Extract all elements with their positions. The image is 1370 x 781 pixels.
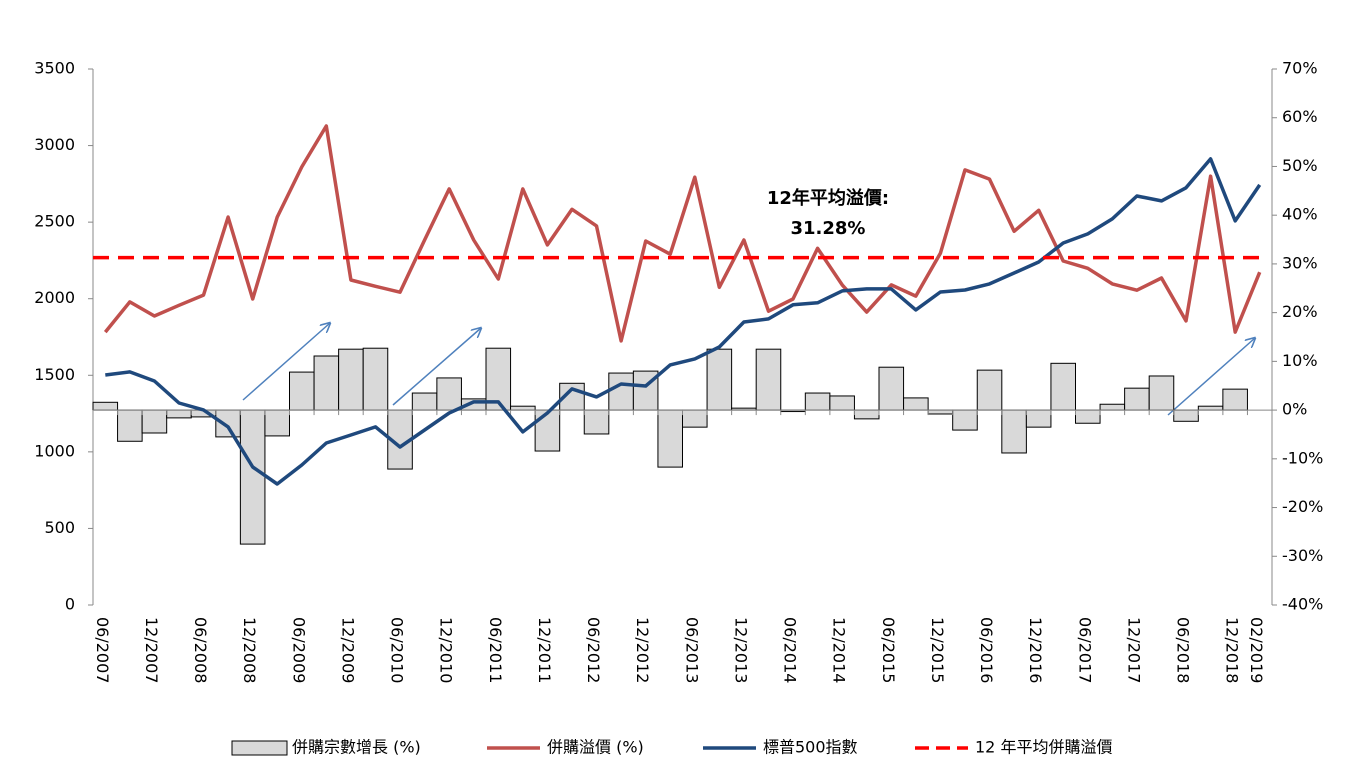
x-tick-label: 12/2007 [142,617,161,683]
bar [289,371,315,411]
annotation: 12年平均溢價: [767,187,889,209]
legend-label: 併購溢價 (%) [547,738,644,757]
arrow [242,323,330,401]
bar [215,409,241,438]
x-tick-label: 06/2008 [191,617,210,683]
x-tick-label: 12/2014 [830,617,849,683]
bar [534,409,561,452]
x-tick-label: 12/2016 [1026,617,1045,683]
x-tick-label: 06/2007 [93,617,112,683]
bar [485,347,512,411]
y-tick-label: 2000 [34,288,75,307]
x-tick-label: 06/2018 [1174,617,1193,683]
bar [313,355,340,411]
bar [755,348,782,411]
bar [1197,405,1224,411]
y2-tick-label: 10% [1282,351,1318,370]
y2-tick-label: 50% [1282,156,1318,175]
x-tick-label: 06/2014 [781,617,800,683]
arrow [1167,338,1255,416]
y-tick-label: 1500 [34,365,75,384]
y2-tick-label: 30% [1282,253,1318,272]
bar [682,409,708,428]
x-tick-label: 06/2013 [682,617,701,683]
bar [510,405,536,411]
bar [141,409,168,434]
bar [264,409,290,437]
bar [583,409,610,435]
x-tick-label: 12/2011 [535,617,554,683]
y-tick-label: 0 [65,595,75,614]
x-tick-label: 12/2018 [1223,617,1242,683]
y2-tick-label: -20% [1282,497,1323,516]
bar [1222,388,1248,411]
bar [927,409,954,415]
x-tick-label: 12/2017 [1124,617,1143,683]
bar [117,409,143,442]
annotation-value: 31.28% [791,218,866,239]
bar [853,409,880,420]
y2-tick-label: 40% [1282,205,1318,224]
bar [1148,375,1175,411]
line [105,157,1262,486]
bar [1025,409,1052,428]
bar [804,392,831,411]
bar [362,347,389,411]
legend-label: 併購宗數增長 (%) [292,738,421,757]
x-tick-label: 06/2011 [486,617,505,683]
x-tick-label: 02/2019 [1247,617,1266,683]
trend-arrows [242,323,1255,416]
y-tick-label: 2500 [34,212,75,231]
bar [878,366,905,411]
line [103,124,1262,343]
x-tick-label: 06/2009 [289,617,308,683]
bar [1050,362,1076,411]
bar [239,409,266,545]
x-tick-label: 06/2017 [1075,617,1094,683]
arrow [392,328,481,406]
bar [166,409,192,419]
bar [411,392,438,411]
legend-label: 標普500指數 [763,738,858,757]
bar [608,372,634,411]
x-tick-label: 12/2009 [338,617,357,683]
y2-tick-label: -30% [1282,546,1323,565]
y2-tick-label: 20% [1282,302,1318,321]
bar [1075,409,1101,424]
bar [829,395,855,411]
bar [903,397,929,411]
x-tick-label: 06/2016 [977,617,996,683]
bar [1173,409,1199,422]
bar [952,409,978,431]
y-tick-label: 3000 [34,135,75,154]
y2-tick-label: -40% [1282,595,1323,614]
x-tick-label: 12/2012 [633,617,652,683]
x-tick-label: 06/2010 [388,617,407,683]
y2-tick-label: 60% [1282,107,1318,126]
bar [1001,409,1027,454]
x-tick-label: 12/2013 [731,617,750,683]
x-tick-label: 06/2015 [879,617,898,683]
y2-tick-label: -10% [1282,448,1323,467]
x-tick-label: 06/2012 [584,617,603,683]
bar [1124,387,1150,411]
bar [1099,403,1126,411]
y2-tick-label: 0% [1282,400,1307,419]
bar [657,409,683,468]
bar [706,348,733,411]
y-tick-label: 500 [44,518,75,537]
bar [338,348,364,411]
y2-tick-label: 70% [1282,59,1318,78]
bar [436,377,462,411]
bar [976,369,1003,411]
x-tick-label: 12/2008 [240,617,259,683]
legend-swatch [231,740,288,756]
legend-label: 12 年平均併購溢價 [975,738,1112,757]
y-tick-label: 3500 [34,59,75,78]
bar [92,401,119,411]
x-tick-label: 12/2015 [928,617,947,683]
y-tick-label: 1000 [34,441,75,460]
x-tick-label: 12/2010 [437,617,456,683]
